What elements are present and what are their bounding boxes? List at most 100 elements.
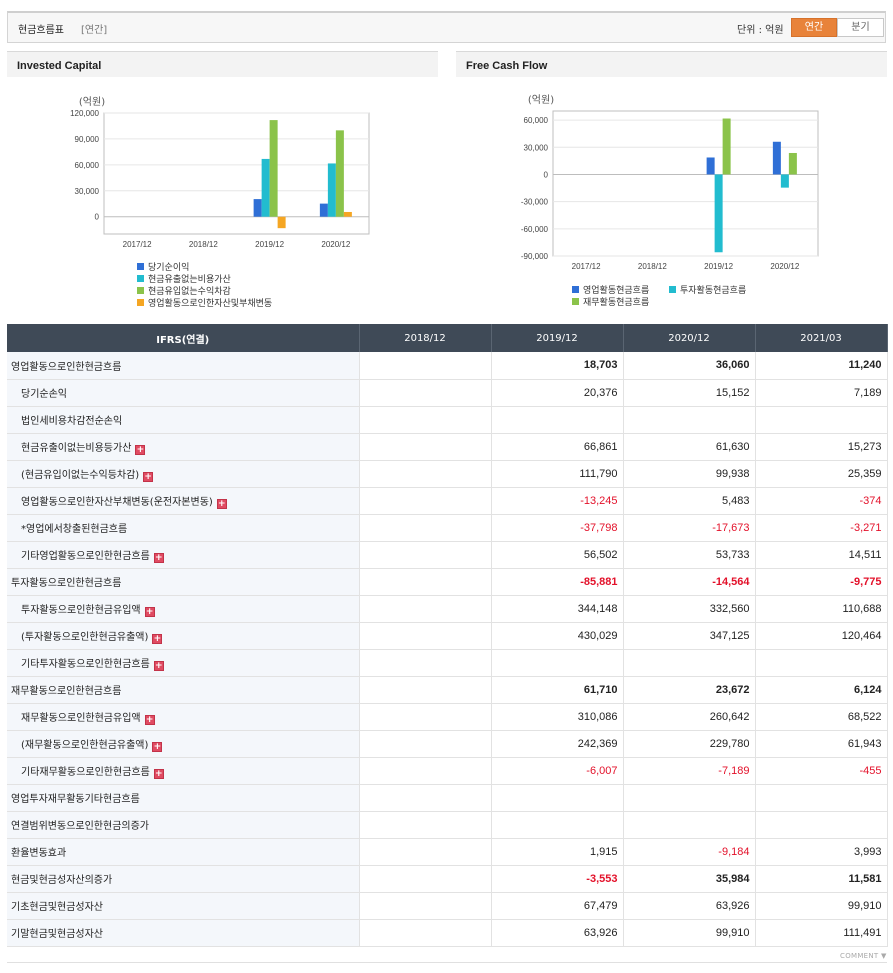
legend-label: 현금유입없는수익차감 (148, 285, 231, 297)
table-cell: -17,673 (623, 514, 756, 542)
table-cell: 99,910 (755, 892, 888, 920)
table-row: 기타투자활동으로인한현금흐름 + (7, 649, 888, 677)
table-cell: 430,029 (491, 622, 624, 650)
table-cell: 110,688 (755, 595, 888, 623)
table-cell: 11,240 (755, 352, 888, 380)
x-tick-label: 2019/12 (255, 240, 284, 249)
legend-label: 영업활동으로인한자산및부채변동 (148, 297, 272, 309)
table-cell (359, 514, 492, 542)
table-cell: -374 (755, 487, 888, 515)
table-cell: 260,642 (623, 703, 756, 731)
table-cell: 11,581 (755, 865, 888, 893)
row-label-text: 기초현금및현금성자산 (11, 902, 103, 913)
legend-label: 영업활동현금흐름 (583, 284, 649, 296)
table-cell: 344,148 (491, 595, 624, 623)
expand-plus-icon[interactable]: + (152, 741, 163, 752)
row-label: 현금및현금성자산의증가 (7, 865, 360, 893)
table-cell: -37,798 (491, 514, 624, 542)
expand-plus-icon[interactable]: + (152, 633, 163, 644)
column-header-ifrs: IFRS(연결) (7, 324, 360, 352)
table-cell (359, 487, 492, 515)
table-cell (623, 406, 756, 434)
table-cell: 68,522 (755, 703, 888, 731)
expand-plus-icon[interactable]: + (144, 714, 155, 725)
expand-plus-icon[interactable]: + (135, 444, 146, 455)
table-cell (623, 811, 756, 839)
table-cell: -455 (755, 757, 888, 785)
expand-plus-icon[interactable]: + (216, 498, 227, 509)
table-row: 영업활동으로인한자산부채변동(운전자본변동) + -13,245 5,483 -374 (7, 487, 888, 515)
row-label: 기타재무활동으로인한현금흐름 + (7, 757, 360, 785)
table-cell (359, 784, 492, 812)
table-cell: -6,007 (491, 757, 624, 785)
row-label: 영업투자재무활동기타현금흐름 (7, 784, 360, 812)
row-label: *영업에서창출된현금흐름 (7, 514, 360, 542)
unit-label: 단위 : 억원 (737, 25, 784, 36)
table-cell: 229,780 (623, 730, 756, 758)
row-label-text: (현금유입이없는수익등차감) (21, 469, 140, 481)
table-cell (623, 649, 756, 677)
bottom-divider (7, 962, 887, 963)
row-label: 영업활동으로인한자산부채변동(운전자본변동) + (7, 487, 360, 515)
table-header-row: IFRS(연결) 2018/12 2019/12 2020/12 2021/03 (7, 324, 888, 352)
row-label-text: 재무활동으로인한현금흐름 (11, 686, 122, 697)
bar (772, 141, 781, 175)
table-cell (359, 352, 492, 380)
table-cell: -7,189 (623, 757, 756, 785)
y-tick-label: 90,000 (75, 135, 100, 144)
table-cell: 111,491 (755, 919, 888, 947)
y-tick-label: 60,000 (524, 116, 549, 125)
comment-toggle[interactable]: COMMENT ▼ (840, 952, 887, 960)
table-cell (359, 703, 492, 731)
expand-plus-icon[interactable]: + (144, 606, 155, 617)
table-cell: 36,060 (623, 352, 756, 380)
table-cell (359, 541, 492, 569)
legend-swatch (572, 286, 579, 293)
row-label: 연결범위변동으로인한현금의증가 (7, 811, 360, 839)
table-cell (359, 433, 492, 461)
row-label: 투자활동으로인한현금유입액 + (7, 595, 360, 623)
table-row: (재무활동으로인한현금유출액) +242,369 229,780 61,943 (7, 730, 888, 758)
table-cell (359, 595, 492, 623)
row-label-text: 환율변동효과 (11, 848, 67, 859)
expand-plus-icon[interactable]: + (153, 660, 164, 671)
row-label-text: 기타투자활동으로인한현금흐름 (21, 658, 150, 670)
table-row: 투자활동으로인한현금유입액 +344,148 332,560 110,688 (7, 595, 888, 623)
table-cell (359, 622, 492, 650)
table-row: 법인세비용차감전순손익 (7, 406, 888, 434)
bar (335, 130, 344, 217)
table-cell (491, 649, 624, 677)
table-cell (359, 730, 492, 758)
bar (261, 158, 270, 217)
free-cash-flow-title: Free Cash Flow (456, 51, 887, 77)
bar (319, 203, 328, 217)
expand-plus-icon[interactable]: + (153, 768, 164, 779)
table-cell: 99,910 (623, 919, 756, 947)
table-row: 기타영업활동으로인한현금흐름 +56,502 53,733 14,511 (7, 541, 888, 569)
table-row: 영업투자재무활동기타현금흐름 (7, 784, 888, 812)
x-tick-label: 2017/12 (572, 262, 601, 271)
table-cell: 63,926 (623, 892, 756, 920)
row-label-text: 영업활동으로인한현금흐름 (11, 361, 122, 373)
y-tick-label: 0 (95, 213, 100, 222)
table-cell: 347,125 (623, 622, 756, 650)
row-label-text: 투자활동으로인한현금흐름 (11, 578, 122, 589)
table-cell (359, 568, 492, 596)
quarterly-toggle-button[interactable]: 분기 (837, 18, 884, 37)
table-row: 재무활동으로인한현금유입액 +310,086 260,642 68,522 (7, 703, 888, 731)
annual-toggle-button[interactable]: 연간 (791, 18, 837, 37)
expand-plus-icon[interactable]: + (143, 471, 154, 482)
bar (706, 157, 715, 175)
bar (788, 152, 797, 175)
row-label-text: 영업활동으로인한자산부채변동(운전자본변동) (21, 496, 213, 508)
y-tick-label: -30,000 (521, 198, 549, 207)
row-label-text: 법인세비용차감전순손익 (21, 416, 123, 427)
table-cell (359, 460, 492, 488)
table-cell (359, 757, 492, 785)
expand-plus-icon[interactable]: + (153, 552, 164, 563)
table-cell: 14,511 (755, 541, 888, 569)
row-label-text: (투자활동으로인한현금유출액) (21, 631, 149, 643)
bar (327, 163, 336, 217)
table-cell: 18,703 (491, 352, 624, 380)
table-cell (359, 838, 492, 866)
